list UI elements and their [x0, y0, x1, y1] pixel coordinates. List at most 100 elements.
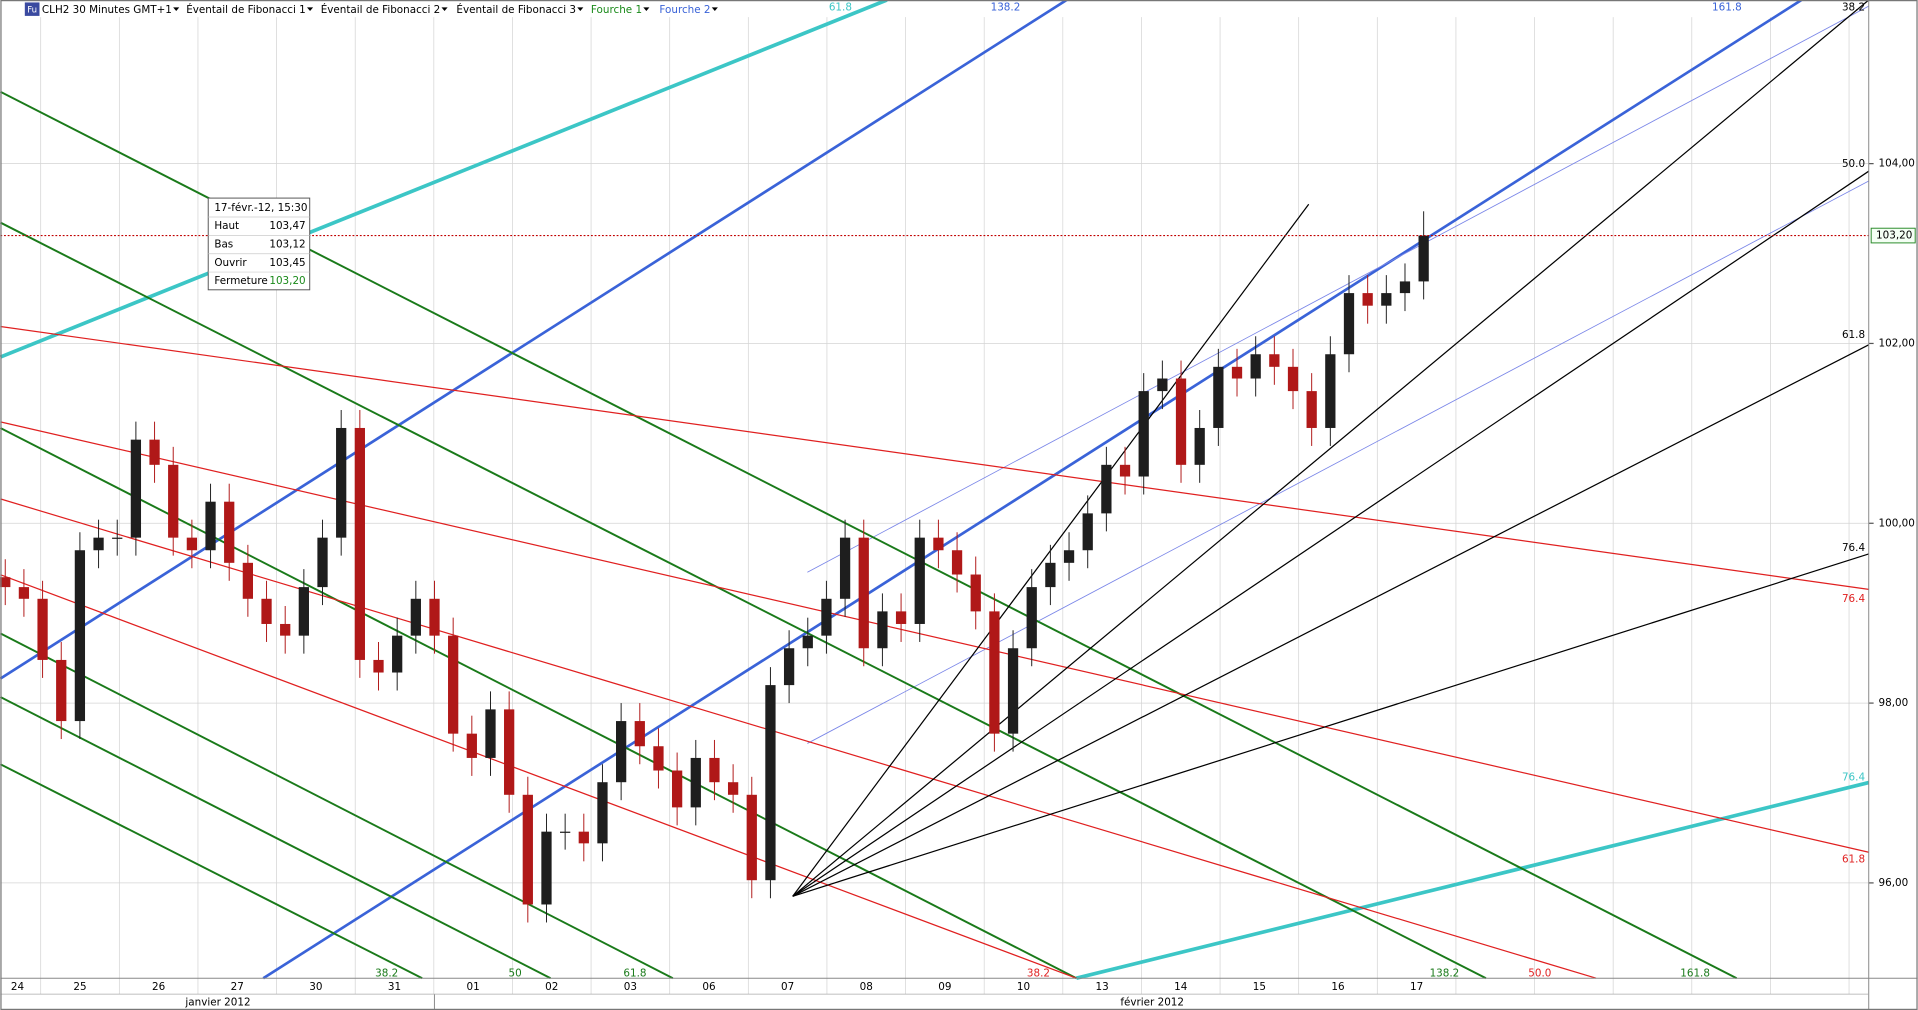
fib-line: [0, 763, 423, 980]
candle-body: [839, 537, 851, 599]
fib-level-label: 38.2: [375, 967, 398, 979]
fib-level-label: 76.4: [1842, 542, 1865, 554]
header-menu-item[interactable]: Fourche 2: [659, 4, 710, 16]
candle-body: [186, 537, 198, 551]
header-menu-item[interactable]: CLH2 30 Minutes GMT+1: [42, 4, 172, 16]
candle-body: [1269, 354, 1280, 367]
fib-level-label: 138.2: [991, 1, 1021, 13]
candle-body: [597, 782, 608, 844]
symbol-icon[interactable]: [24, 2, 40, 16]
candle-body: [765, 685, 776, 881]
candle-body: [522, 794, 533, 905]
candle-body: [671, 770, 683, 808]
fib-line: [1075, 780, 1870, 980]
header-menu-item[interactable]: Fourche 1: [591, 4, 642, 16]
header-menu-item[interactable]: Éventail de Fibonacci 1: [186, 3, 306, 16]
candle-body: [578, 831, 589, 844]
candle-body: [951, 550, 963, 575]
tooltip-row-label: Bas: [214, 239, 233, 251]
dropdown-arrow: [441, 7, 448, 12]
tooltip-row-label: Haut: [214, 220, 239, 232]
candle-body: [914, 537, 925, 624]
header: Fu: [24, 2, 40, 16]
candle-body: [783, 648, 795, 686]
candle-body: [1418, 235, 1429, 282]
tooltip-row-value: 103,45: [269, 257, 305, 269]
candle-body: [727, 782, 739, 795]
candle-body: [877, 611, 888, 649]
last-price-label: 103,20: [1876, 230, 1912, 242]
candle-body: [354, 427, 365, 660]
candle-body: [205, 501, 216, 551]
x-tick-label: 16: [1331, 981, 1344, 993]
fib-level-label: 38.2: [1027, 967, 1050, 979]
candle-body: [392, 635, 403, 673]
candle-body: [1082, 513, 1093, 551]
fib-level-label: 76.4: [1842, 593, 1865, 605]
x-tick-label: 02: [545, 981, 558, 993]
candle-body: [1325, 354, 1336, 428]
y-tick-label: 104,00: [1879, 158, 1915, 170]
candle-body: [1381, 293, 1392, 306]
y-tick-label: 96,00: [1879, 877, 1909, 889]
candle-body: [168, 464, 179, 538]
grid: [0, 17, 1869, 995]
fib-level-label: 50.0: [1842, 158, 1865, 170]
fib-line: [0, 427, 1077, 980]
tooltip: 17-févr.-12, 15:30 Haut 103,47 Bas 103,12 Ou…: [207, 197, 311, 291]
candle-body: [1119, 464, 1131, 477]
candle-body: [1213, 366, 1224, 428]
fib-line: [0, 498, 1597, 979]
x-tick-label: 30: [309, 981, 322, 993]
candle-body: [1231, 366, 1243, 379]
header-menu-item[interactable]: Éventail de Fibonacci 3: [456, 3, 576, 16]
fib-line: [0, 0, 1068, 680]
candle-body: [933, 537, 944, 551]
symbol-icon-text: Fu: [27, 5, 37, 15]
candle-body: [56, 659, 67, 722]
tooltip-row-label: Ouvrir: [214, 257, 247, 269]
candle-body: [1026, 587, 1037, 649]
candle-body: [802, 635, 813, 649]
fib-line: [807, 5, 1869, 573]
last-price-box: [1870, 227, 1916, 244]
x-tick-label: 06: [702, 981, 715, 993]
candle-body: [690, 757, 701, 808]
candle-body: [373, 659, 384, 673]
candle-body: [410, 598, 421, 636]
candle-body: [1250, 354, 1261, 379]
fib-level-label: 76.4: [1842, 772, 1865, 784]
candle-body: [0, 577, 11, 588]
candle-body: [541, 831, 552, 905]
tooltip-row-value: 103,47: [269, 220, 305, 232]
candle-body: [746, 794, 757, 881]
candle-body: [130, 439, 142, 538]
candle-body: [989, 611, 1000, 734]
x-tick-label: 31: [388, 981, 401, 993]
candle-body: [858, 537, 869, 649]
x-tick-label: 25: [73, 981, 86, 993]
candles: [0, 211, 1429, 923]
fib-level-label: 61.8: [829, 1, 852, 13]
candle-body: [1101, 464, 1112, 514]
x-tick-label: 26: [152, 981, 165, 993]
dropdown-arrow: [173, 7, 180, 12]
candle-body: [970, 574, 981, 612]
tooltip-box: [207, 197, 311, 291]
dropdown-arrow: [711, 7, 718, 12]
candle-body: [1063, 550, 1075, 563]
candle-body: [1157, 378, 1168, 392]
header-menu-item[interactable]: Éventail de Fibonacci 2: [321, 3, 441, 16]
dropdown-arrow: [307, 7, 314, 12]
x-tick-label: 13: [1096, 981, 1109, 993]
candle-body: [1362, 293, 1373, 306]
candle-body: [560, 831, 571, 833]
fib-line: [0, 325, 1869, 590]
fib-level-label: 61.8: [1842, 854, 1865, 866]
candle-body: [298, 587, 309, 636]
candle-body: [242, 562, 254, 599]
